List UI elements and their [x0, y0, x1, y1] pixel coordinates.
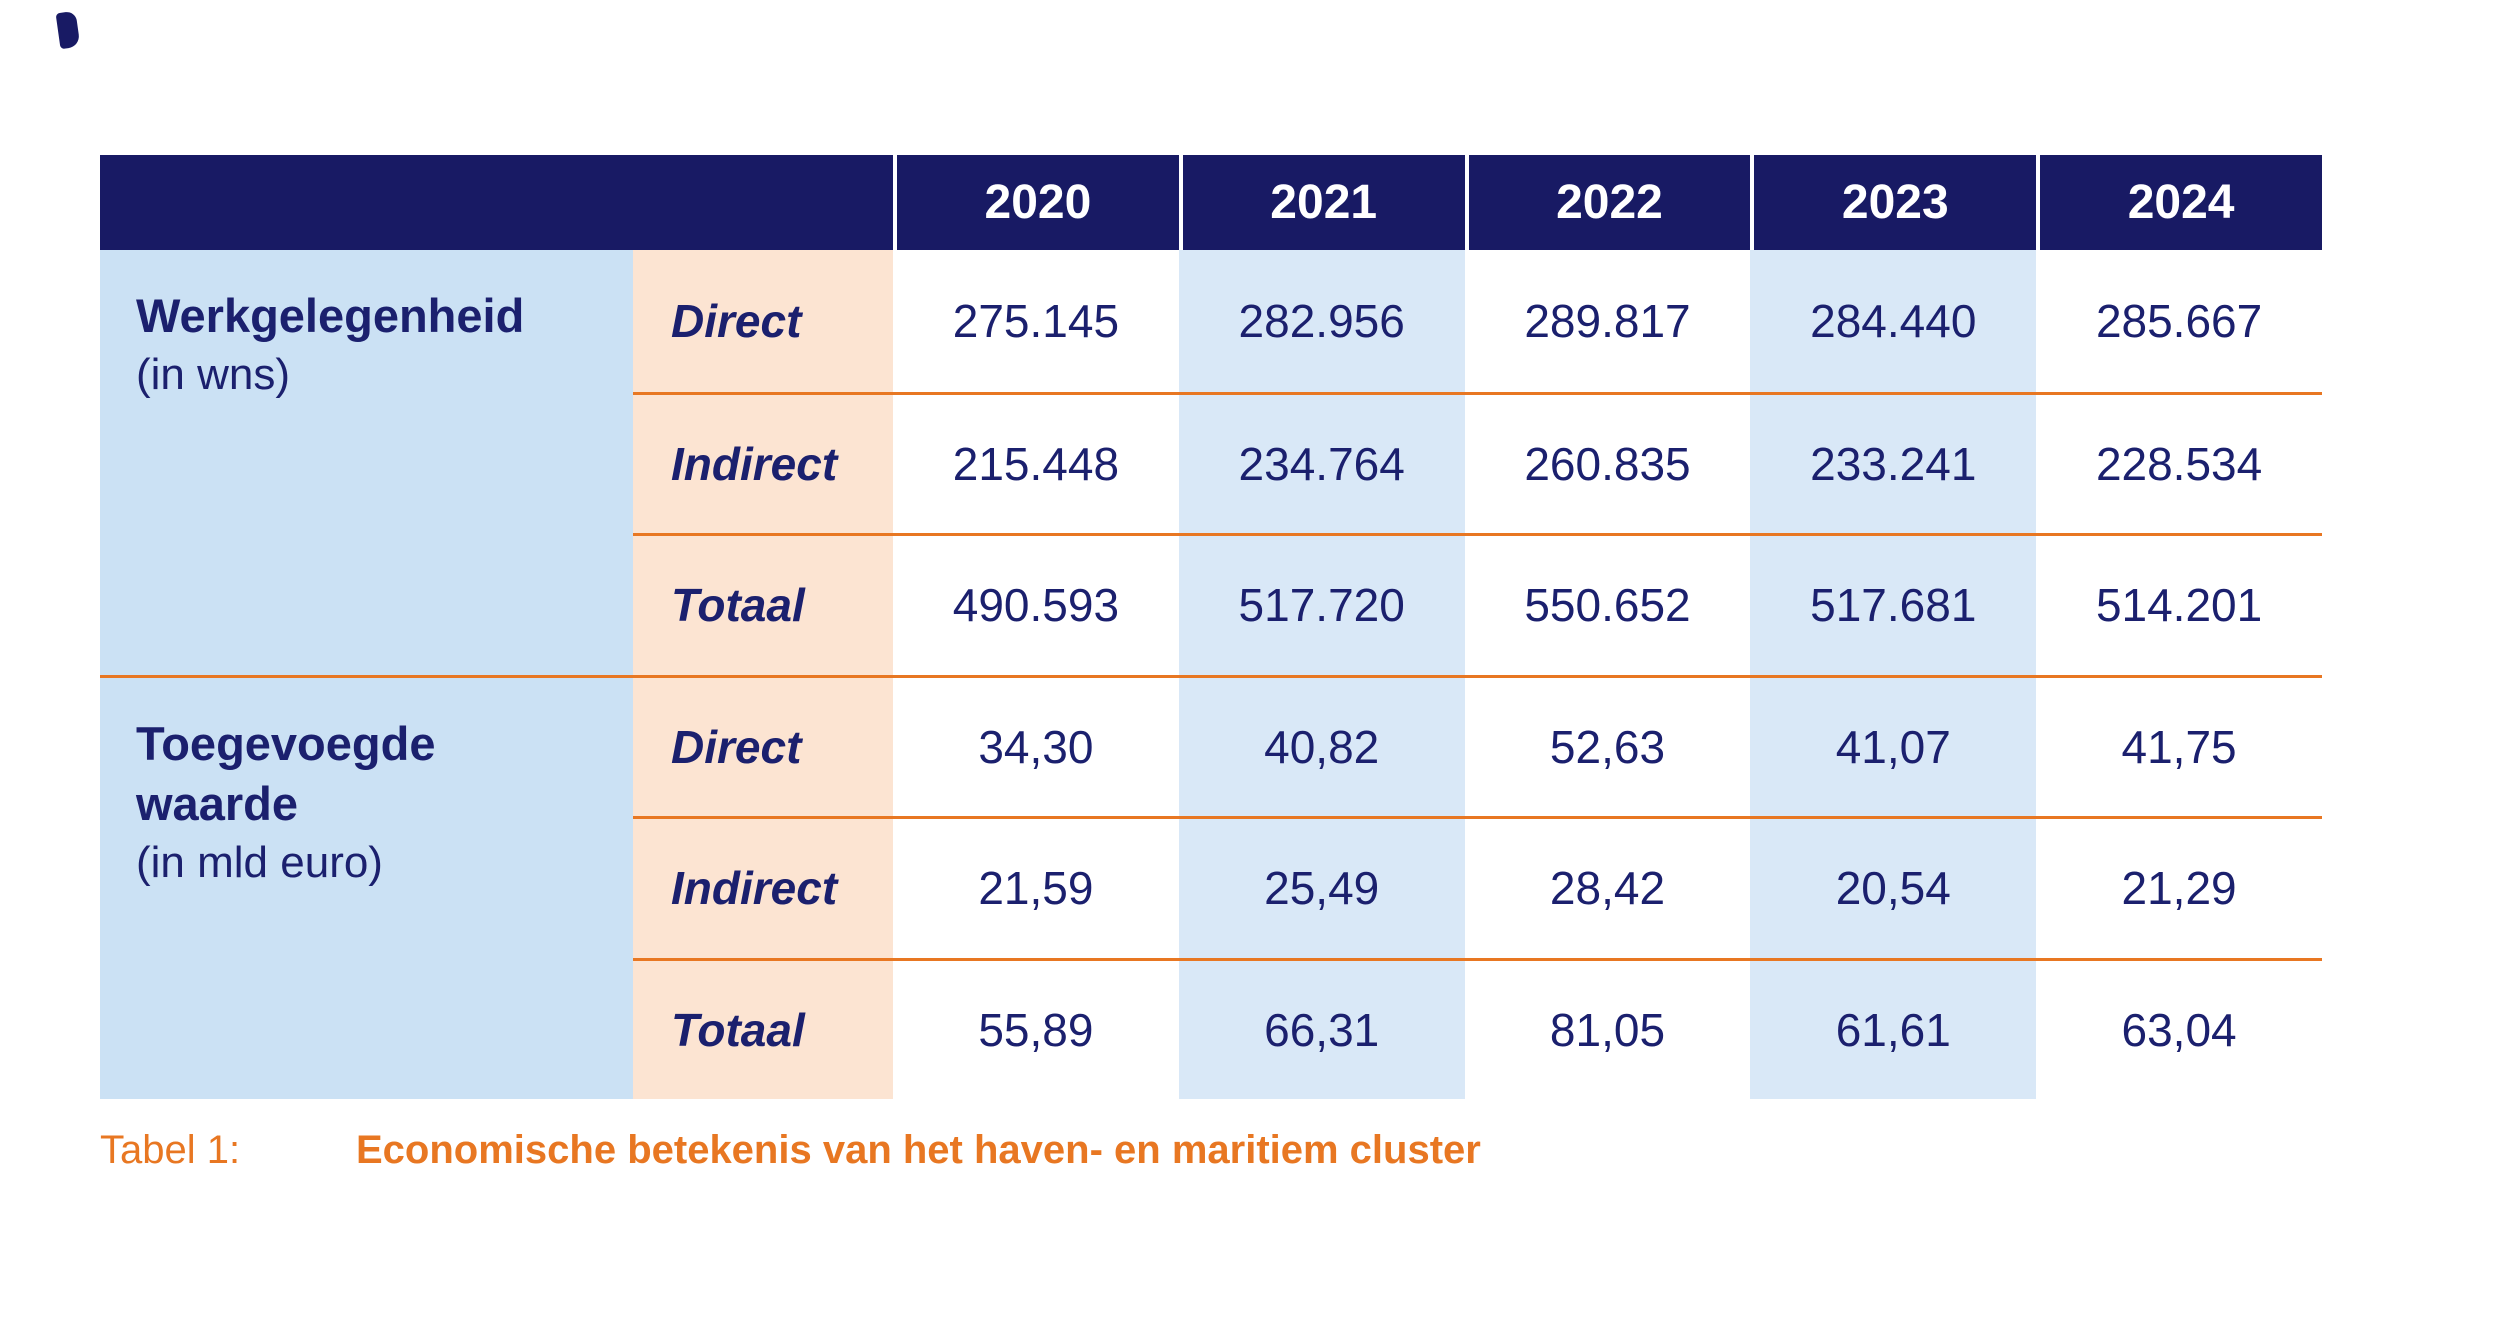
table-cell: 228.534	[2036, 391, 2322, 533]
table-cell: 282.956	[1178, 250, 1465, 392]
table-cell: 21,29	[2036, 816, 2322, 958]
table-cell: 41,75	[2036, 674, 2322, 816]
row-label-value-indirect: Indirect	[633, 816, 893, 958]
year-header-2022: 2022	[1464, 155, 1751, 250]
year-header-2021: 2021	[1178, 155, 1465, 250]
table-cell: 550.652	[1464, 533, 1751, 675]
table-cell: 28,42	[1464, 816, 1751, 958]
table-cell: 40,82	[1178, 674, 1465, 816]
table-cell: 284.440	[1750, 250, 2037, 392]
row-label-value-direct: Direct	[633, 674, 893, 816]
table-cell: 234.764	[1178, 391, 1465, 533]
table-cell: 61,61	[1750, 957, 2037, 1099]
year-header-2023: 2023	[1750, 155, 2037, 250]
table-cell: 260.835	[1464, 391, 1751, 533]
group-subtitle: (in wns)	[136, 350, 291, 399]
row-label-employment-direct: Direct	[633, 250, 893, 392]
year-header-2020: 2020	[893, 155, 1179, 250]
table-cell: 285.667	[2036, 250, 2322, 392]
caption-title: Economische betekenis van het haven- en …	[356, 1128, 1481, 1172]
group-title: Toegevoegde waarde	[136, 716, 436, 830]
table-cell: 490.593	[893, 533, 1179, 675]
table-cell: 21,59	[893, 816, 1179, 958]
table-cell: 517.681	[1750, 533, 2037, 675]
table-cell: 233.241	[1750, 391, 2037, 533]
table-cell: 517.720	[1178, 533, 1465, 675]
table-cell: 81,05	[1464, 957, 1751, 1099]
group-title: Werkgelegenheid	[136, 289, 525, 342]
table-cell: 275.145	[893, 250, 1179, 392]
logo-fragment	[55, 10, 81, 50]
caption-label: Tabel 1:	[100, 1128, 241, 1172]
row-label-employment-totaal: Totaal	[633, 533, 893, 675]
table-cell: 25,49	[1178, 816, 1465, 958]
economic-significance-table: 2020 2021 2022 2023 2024 Werkgelegenheid…	[100, 155, 2322, 1099]
table-cell: 66,31	[1178, 957, 1465, 1099]
table-cell: 20,54	[1750, 816, 2037, 958]
table-cell: 289.817	[1464, 250, 1751, 392]
group-label-werkgelegenheid: Werkgelegenheid (in wns)	[100, 250, 633, 675]
group-subtitle: (in mld euro)	[136, 837, 383, 887]
row-label-value-totaal: Totaal	[633, 957, 893, 1099]
group-label-toegevoegde-waarde: Toegevoegde waarde (in mld euro)	[100, 674, 633, 1099]
table-cell: 41,07	[1750, 674, 2037, 816]
table-cell: 215.448	[893, 391, 1179, 533]
table-cell: 55,89	[893, 957, 1179, 1099]
table-cell: 63,04	[2036, 957, 2322, 1099]
table-cell: 52,63	[1464, 674, 1751, 816]
table-cell: 34,30	[893, 674, 1179, 816]
header-spacer	[100, 155, 893, 250]
table-caption: Tabel 1: Economische betekenis van het h…	[100, 1128, 1481, 1173]
row-label-employment-indirect: Indirect	[633, 391, 893, 533]
year-header-2024: 2024	[2036, 155, 2322, 250]
table-cell: 514.201	[2036, 533, 2322, 675]
